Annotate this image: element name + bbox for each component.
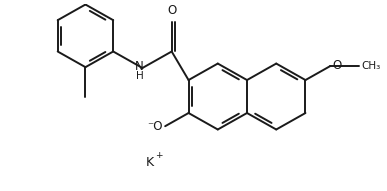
Text: N: N: [135, 60, 144, 73]
Text: K: K: [146, 156, 154, 169]
Text: H: H: [135, 71, 143, 81]
Text: O: O: [167, 4, 176, 17]
Text: ⁻O: ⁻O: [148, 120, 163, 133]
Text: +: +: [156, 151, 163, 160]
Text: O: O: [332, 59, 342, 72]
Text: CH₃: CH₃: [361, 61, 380, 71]
